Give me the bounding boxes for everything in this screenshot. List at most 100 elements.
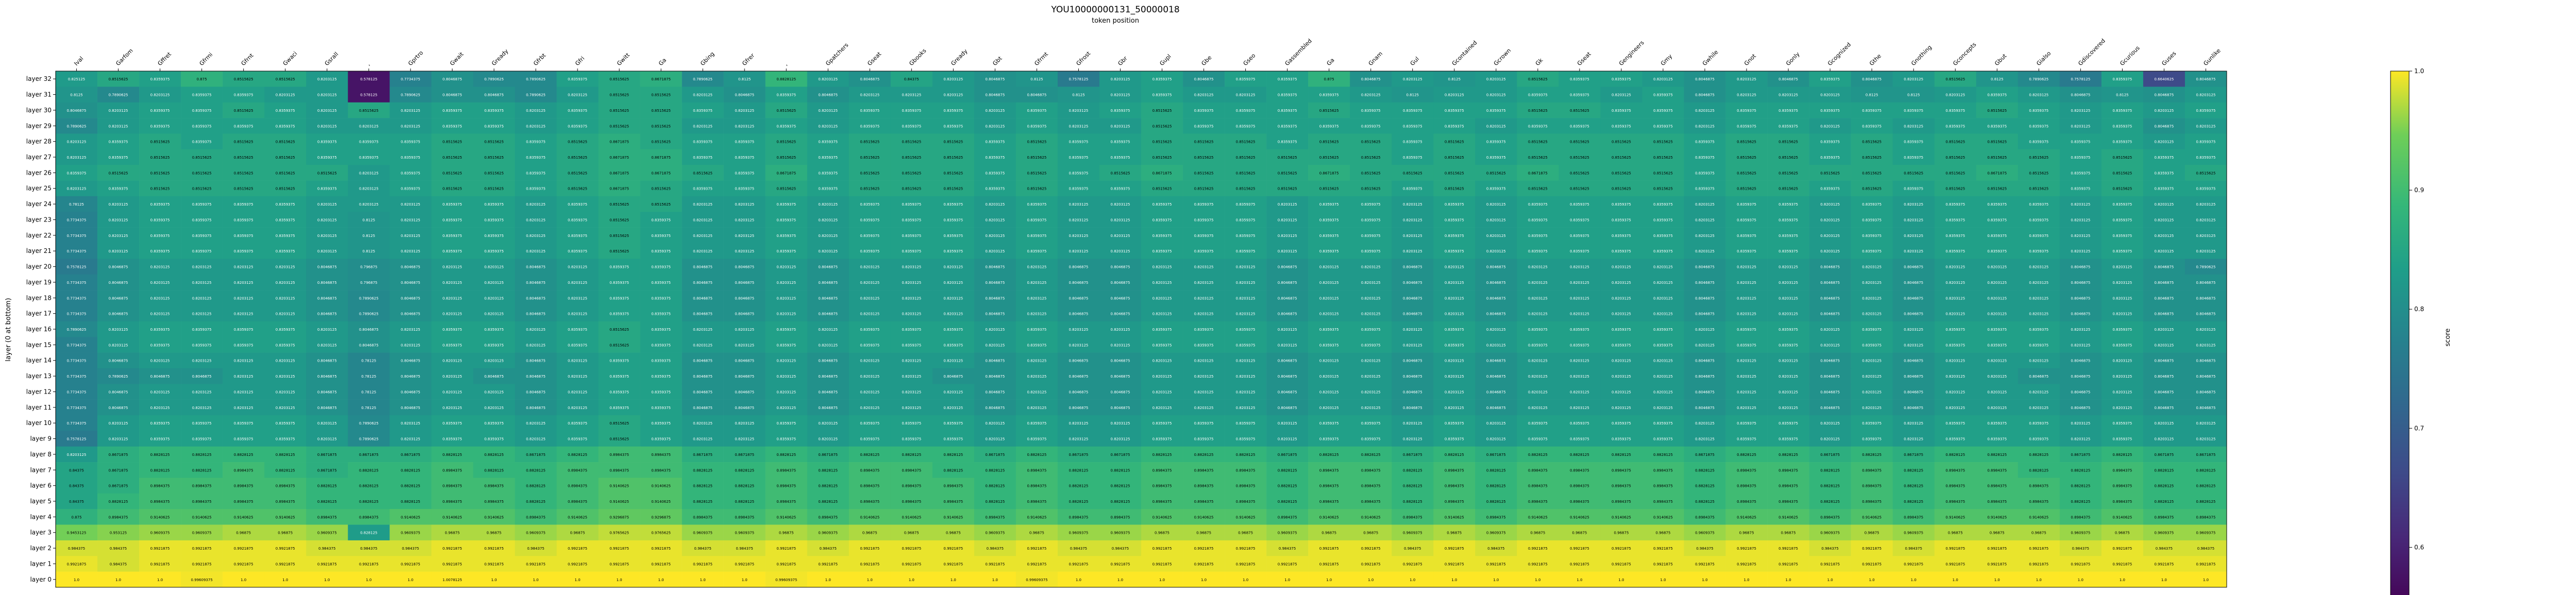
heatmap-cell	[264, 446, 307, 463]
cell-value-label: 0.8515625	[443, 140, 462, 144]
heatmap-cell	[264, 212, 307, 228]
cell-value-label: 0.8515625	[359, 109, 379, 113]
heatmap-cell	[974, 571, 1016, 588]
cell-value-label: 0.8203125	[317, 93, 337, 97]
heatmap-cell	[1308, 556, 1350, 572]
cell-value-label: 0.9140625	[1945, 515, 1965, 519]
cell-value-label: 0.8515625	[1987, 140, 2007, 144]
heatmap-cell	[1976, 352, 2019, 369]
cell-value-label: 0.8515625	[609, 124, 629, 128]
cell-value-label: 0.8046875	[484, 93, 504, 97]
cell-value-label: 0.8203125	[1820, 437, 1840, 441]
heatmap-cell	[1183, 212, 1225, 228]
cell-value-label: 0.8046875	[2196, 375, 2216, 379]
cell-value-label: 0.8046875	[2155, 124, 2174, 128]
cell-value-label: 0.9609375	[818, 531, 838, 535]
cell-value-label: 0.8359375	[1361, 109, 1381, 113]
heatmap-cell	[2143, 118, 2185, 134]
cell-value-label: 0.8671875	[401, 453, 420, 457]
heatmap-cell	[306, 415, 348, 431]
cell-value-label: 0.7734375	[67, 281, 87, 285]
heatmap-cell	[306, 431, 348, 447]
cell-value-label: 0.8359375	[1945, 218, 1965, 222]
heatmap-cell	[849, 71, 891, 87]
cell-value-label: 0.8359375	[1737, 124, 1756, 128]
cell-value-label: 0.9296875	[609, 515, 629, 519]
cell-value-label: 0.8046875	[1069, 312, 1089, 316]
cell-value-label: 0.8203125	[1820, 124, 1840, 128]
cell-value-label: 0.8046875	[359, 343, 379, 347]
heatmap-cell	[1099, 165, 1142, 181]
cell-value-label: 0.8515625	[1319, 156, 1339, 160]
cell-value-label: 0.8671875	[1820, 453, 1840, 457]
heatmap-cell	[2101, 133, 2144, 150]
heatmap-cell	[1225, 540, 1267, 556]
cell-value-label: 0.8359375	[902, 343, 921, 347]
cell-value-label: 0.8515625	[1528, 156, 1548, 160]
heatmap-cell	[598, 446, 640, 463]
heatmap-cell	[515, 118, 557, 134]
cell-value-label: 0.8359375	[276, 249, 295, 253]
heatmap-cell	[1266, 87, 1309, 103]
heatmap-cell	[181, 149, 223, 165]
cell-value-label: 0.9921875	[1612, 562, 1631, 566]
cell-value-label: 0.8515625	[1528, 77, 1548, 81]
cell-value-label: 0.8515625	[1027, 171, 1046, 175]
heatmap-cell	[1015, 337, 1058, 353]
cell-value-label: 0.8203125	[1945, 93, 1965, 97]
cell-value-label: 0.8046875	[1778, 77, 1798, 81]
cell-value-label: 0.8671875	[693, 453, 713, 457]
cell-value-label: 0.8046875	[1069, 281, 1089, 285]
heatmap-cell	[1684, 509, 1726, 525]
heatmap-cell	[2101, 227, 2144, 244]
heatmap-cell	[1225, 399, 1267, 416]
heatmap-cell	[264, 509, 307, 525]
heatmap-cell	[723, 431, 766, 447]
cell-value-label: 0.8203125	[1278, 343, 1297, 347]
heatmap-cell	[1558, 384, 1601, 400]
heatmap-cell	[849, 571, 891, 588]
heatmap-cell	[1851, 165, 1893, 181]
cell-value-label: 0.9921875	[1612, 547, 1631, 551]
cell-value-label: 0.8984375	[484, 500, 504, 504]
cell-value-label: 0.8359375	[1945, 234, 1965, 238]
heatmap-cell	[849, 259, 891, 275]
heatmap-cell	[2184, 118, 2227, 134]
heatmap-cell	[1767, 71, 1809, 87]
cell-value-label: 0.8203125	[943, 265, 963, 269]
heatmap-cell	[2101, 102, 2144, 118]
cell-value-label: 0.8359375	[1278, 140, 1297, 144]
heatmap-cell	[640, 102, 682, 118]
heatmap-cell	[1558, 290, 1601, 306]
cell-value-label: 0.8359375	[609, 375, 629, 379]
heatmap-cell	[1851, 133, 1893, 150]
heatmap-cell	[1558, 180, 1601, 197]
heatmap-cell	[1266, 462, 1309, 478]
heatmap-cell	[1057, 71, 1100, 87]
cell-value-label: 0.8203125	[1111, 328, 1130, 332]
heatmap-cell	[2059, 337, 2102, 353]
heatmap-cell	[1684, 196, 1726, 212]
heatmap-cell	[1350, 415, 1392, 431]
heatmap-cell	[1015, 524, 1058, 541]
heatmap-cell	[1392, 431, 1434, 447]
heatmap-cell	[2184, 337, 2227, 353]
heatmap-cell	[56, 478, 98, 494]
cell-value-label: 0.8359375	[192, 202, 212, 207]
cell-value-label: 0.8046875	[1820, 390, 1840, 394]
cell-value-label: 0.8203125	[1278, 249, 1297, 253]
heatmap-cell	[2018, 446, 2060, 463]
heatmap-cell	[1684, 290, 1726, 306]
cell-value-label: 0.8515625	[484, 171, 504, 175]
cell-value-label: 0.8359375	[1319, 421, 1339, 426]
cell-value-label: 0.8046875	[818, 359, 838, 363]
cell-value-label: 0.8359375	[860, 218, 879, 222]
heatmap-cell	[348, 431, 390, 447]
cell-value-label: 0.7890625	[359, 421, 379, 426]
heatmap-cell	[1517, 212, 1559, 228]
cell-value-label: 0.8359375	[2196, 187, 2216, 191]
cell-value-label: 0.96875	[1572, 531, 1587, 535]
heatmap-cell	[2143, 305, 2185, 322]
cell-value-label: 1.0	[74, 578, 79, 582]
heatmap-cell	[1266, 149, 1309, 165]
